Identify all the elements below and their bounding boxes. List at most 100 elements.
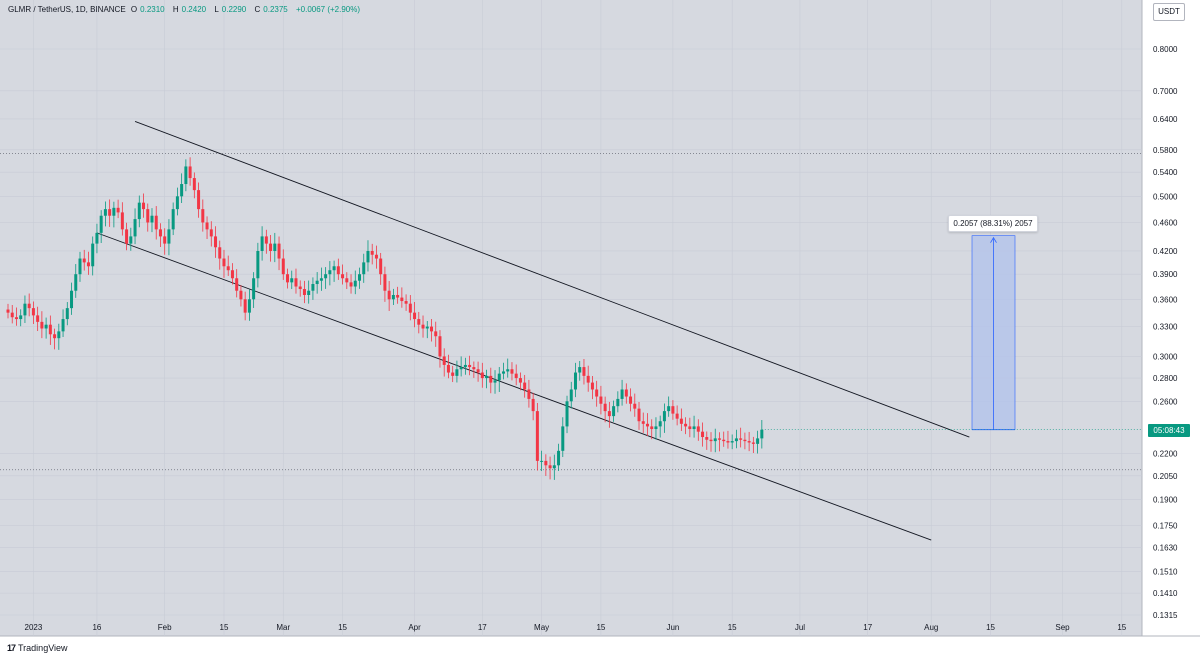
tradingview-name: TradingView xyxy=(18,643,68,653)
change-value: +0.0067 (+2.90%) xyxy=(295,5,361,14)
candle-body xyxy=(36,315,40,322)
candle-body xyxy=(31,308,35,316)
candle-body xyxy=(421,324,425,329)
candle-body xyxy=(120,212,124,230)
candle-body xyxy=(188,166,192,179)
y-tick-label: 0.5400 xyxy=(1153,168,1178,177)
candle-body xyxy=(527,389,531,399)
candle-body xyxy=(463,364,467,368)
y-tick-label: 0.1410 xyxy=(1153,589,1178,598)
y-tick-label: 0.5000 xyxy=(1153,192,1178,201)
candle-body xyxy=(70,290,74,309)
candle-body xyxy=(595,389,599,397)
candle-body xyxy=(53,334,57,339)
candle-body xyxy=(222,258,226,267)
candle-body xyxy=(379,258,383,275)
candle-body xyxy=(535,411,539,461)
candle-body xyxy=(205,222,209,230)
candle-body xyxy=(252,278,256,300)
close-key: C xyxy=(254,5,261,14)
y-tick-label: 0.2200 xyxy=(1153,450,1178,459)
candle-body xyxy=(671,406,675,414)
candle-body xyxy=(362,262,366,275)
y-tick-label: 0.1630 xyxy=(1153,544,1178,553)
y-tick-label: 0.3300 xyxy=(1153,323,1178,332)
candle-body xyxy=(540,460,544,462)
x-tick-label: Feb xyxy=(158,623,172,632)
close-value: 0.2375 xyxy=(263,5,288,14)
candle-body xyxy=(404,301,408,304)
y-tick-label: 0.4200 xyxy=(1153,247,1178,256)
candle-body xyxy=(40,321,44,329)
symbol-label[interactable]: GLMR / TetherUS, 1D, BINANCE xyxy=(8,5,126,14)
candle-body xyxy=(95,232,99,244)
candle-body xyxy=(23,303,27,316)
candle-body xyxy=(709,439,713,442)
low-value: 0.2290 xyxy=(221,5,247,14)
candle-body xyxy=(480,372,484,379)
candle-body xyxy=(557,450,561,466)
candle-body xyxy=(307,290,311,295)
candle-body xyxy=(57,331,61,339)
candle-body xyxy=(650,426,654,430)
candle-body xyxy=(125,229,129,244)
symbol-header: GLMR / TetherUS, 1D, BINANCE O 0.2310 H 0.… xyxy=(8,5,363,14)
candle-body xyxy=(171,209,175,230)
candle-body xyxy=(637,408,641,422)
candle-body xyxy=(103,209,107,216)
candle-body xyxy=(133,219,137,237)
y-tick-label: 0.5800 xyxy=(1153,146,1178,155)
candle-body xyxy=(366,250,370,263)
candle-body xyxy=(332,266,336,271)
candle-body xyxy=(201,209,205,223)
candle-body xyxy=(277,243,281,259)
x-tick-label: Sep xyxy=(1055,623,1070,632)
candle-body xyxy=(734,438,738,442)
time-axis-background xyxy=(0,637,1200,661)
high-value: 0.2420 xyxy=(181,5,207,14)
candle-body xyxy=(27,303,31,309)
candle-body xyxy=(358,274,362,281)
open-value: 0.2310 xyxy=(140,5,165,14)
candle-body xyxy=(713,438,717,442)
price-axis-background xyxy=(1142,0,1200,636)
y-tick-label: 0.7000 xyxy=(1153,87,1178,96)
candle-body xyxy=(747,441,751,443)
candle-body xyxy=(514,373,518,379)
candle-body xyxy=(137,202,141,220)
tradingview-logo-icon: 17 xyxy=(7,643,16,653)
candle-body xyxy=(82,258,86,263)
candle-body xyxy=(590,382,594,390)
candle-body xyxy=(44,324,48,329)
candle-body xyxy=(569,389,573,402)
x-tick-label: 16 xyxy=(92,623,101,632)
candle-body xyxy=(586,375,590,383)
x-tick-label: 15 xyxy=(338,623,347,632)
tradingview-branding[interactable]: 17 TradingView xyxy=(7,643,68,653)
candle-body xyxy=(396,294,400,298)
candle-body xyxy=(226,266,230,271)
candle-body xyxy=(459,367,463,370)
candle-body xyxy=(374,254,378,259)
x-tick-label: 15 xyxy=(728,623,737,632)
candle-body xyxy=(19,315,23,320)
candle-body xyxy=(400,297,404,302)
candle-body xyxy=(14,317,18,320)
candle-body xyxy=(629,396,633,404)
candle-body xyxy=(523,382,527,390)
y-tick-label: 0.2800 xyxy=(1153,374,1178,383)
candle-body xyxy=(184,166,188,185)
candle-body xyxy=(150,215,154,223)
y-tick-label: 0.1315 xyxy=(1153,611,1178,620)
candle-body xyxy=(163,236,167,244)
candle-body xyxy=(722,439,726,442)
candle-body xyxy=(239,290,243,300)
candle-body xyxy=(61,319,65,332)
currency-button[interactable]: USDT xyxy=(1153,3,1185,21)
candle-body xyxy=(760,429,764,439)
candle-body xyxy=(455,369,459,376)
candle-body xyxy=(662,411,666,422)
candle-body xyxy=(612,406,616,417)
